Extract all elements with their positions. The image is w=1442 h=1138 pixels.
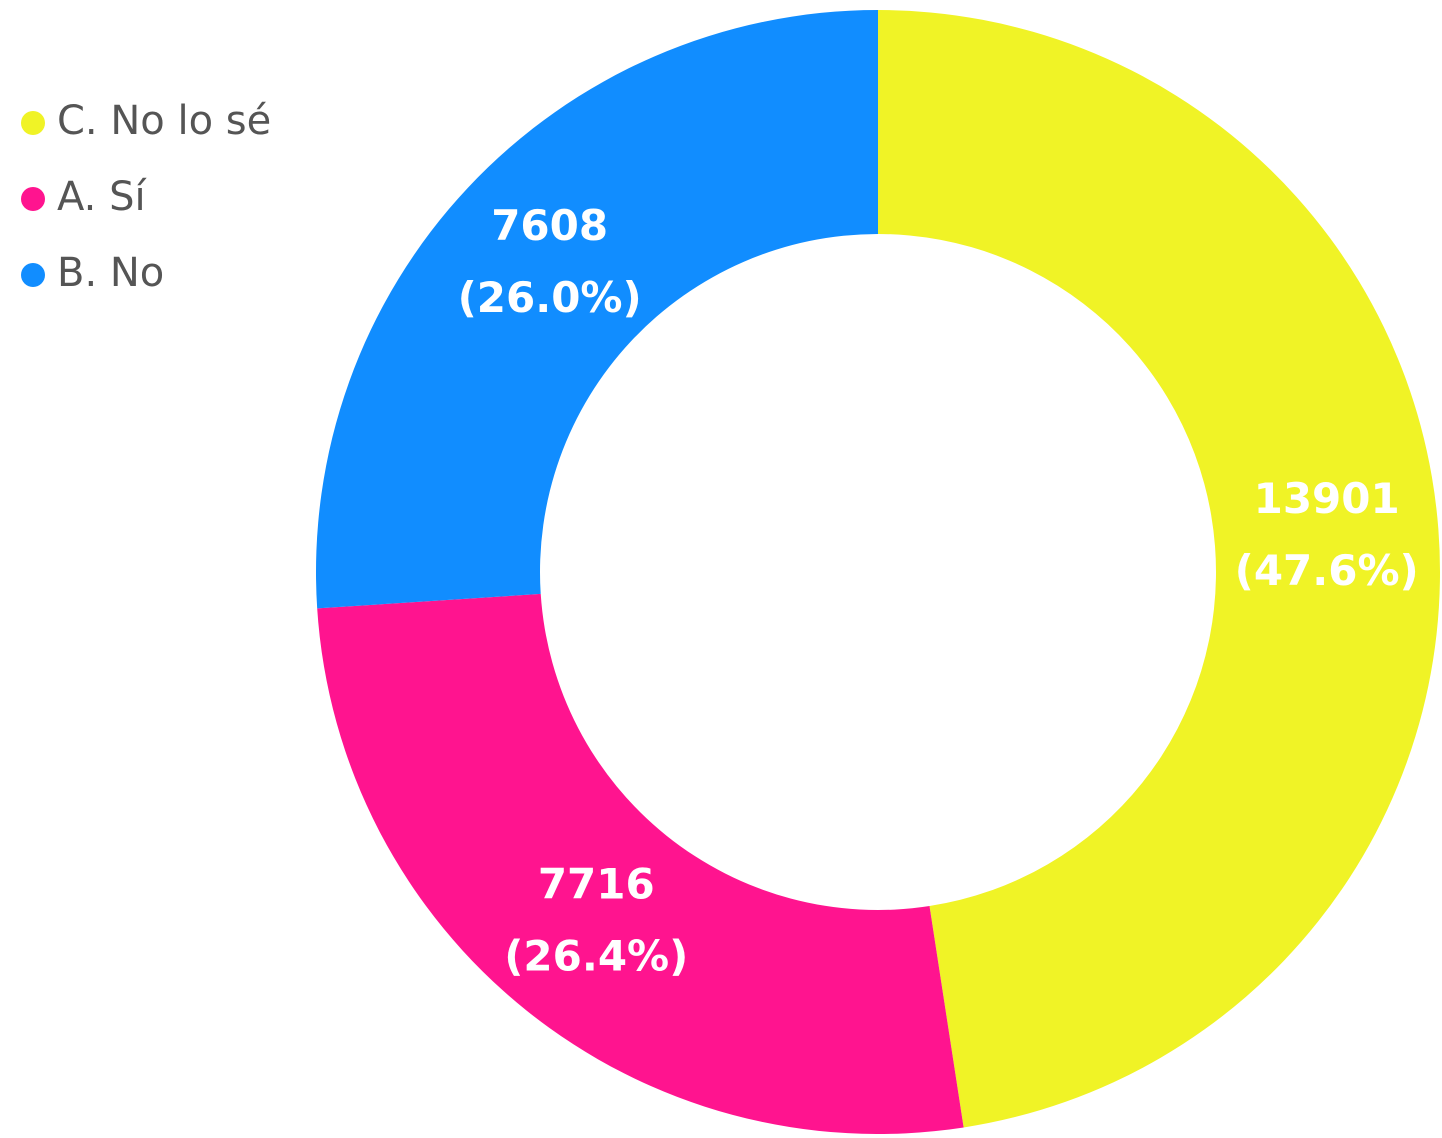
- slice-value-label: 7716: [538, 859, 655, 908]
- donut-slice: [878, 10, 1441, 1128]
- slice-value-label: 7608: [491, 201, 608, 250]
- legend-label: A. Sí: [57, 174, 147, 220]
- legend-label: B. No: [57, 250, 164, 296]
- slice-percent-label: (26.0%): [458, 273, 642, 322]
- donut-slice: [316, 10, 879, 609]
- legend-marker: [21, 187, 45, 211]
- donut-slice: [317, 593, 964, 1134]
- legend-marker: [21, 263, 45, 287]
- slice-percent-label: (26.4%): [504, 931, 688, 980]
- slice-value-label: 13901: [1254, 474, 1400, 523]
- legend-label: C. No lo sé: [57, 98, 271, 144]
- legend-marker: [21, 111, 45, 135]
- slice-percent-label: (47.6%): [1235, 546, 1419, 595]
